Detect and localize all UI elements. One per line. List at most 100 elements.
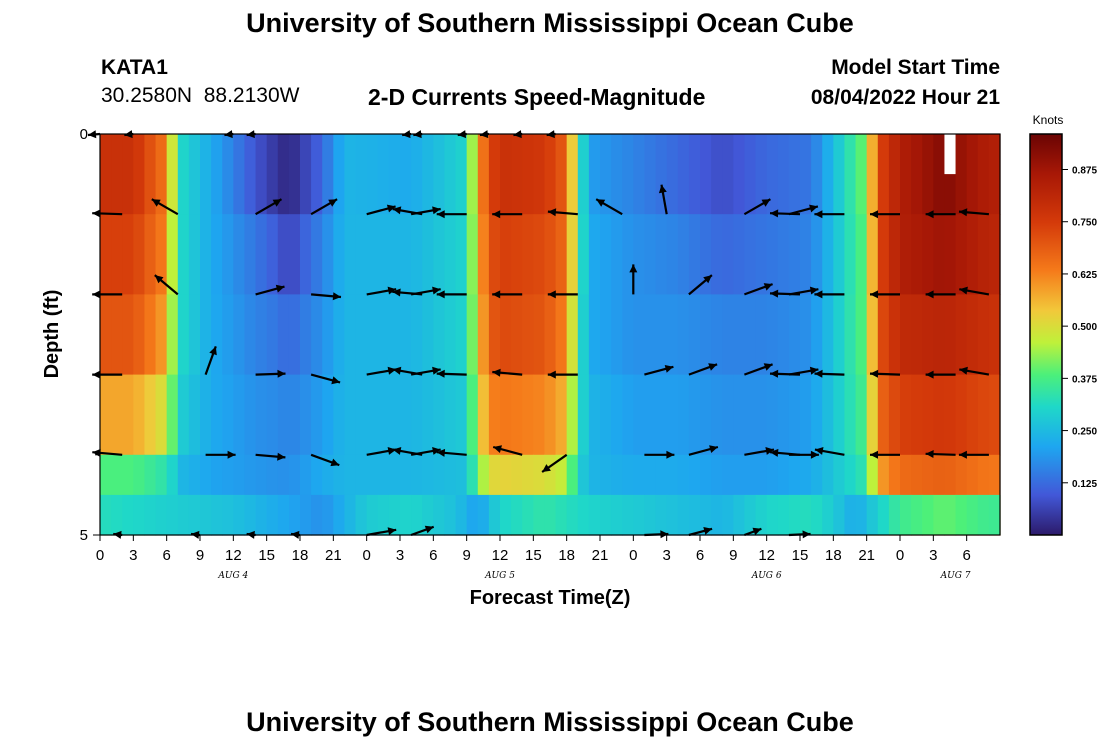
- x-tick-label: 15: [792, 547, 809, 564]
- current-vector: [154, 274, 179, 296]
- heatmap-cell: [511, 374, 523, 456]
- heatmap-cell: [344, 134, 357, 215]
- heatmap-cell: [833, 214, 846, 295]
- x-tick-label: 12: [492, 547, 509, 564]
- current-vector: [392, 366, 423, 376]
- heatmap-cell: [877, 134, 890, 215]
- heatmap-cell: [466, 374, 479, 456]
- heatmap-cell: [277, 214, 290, 295]
- x-tick-label: 18: [558, 547, 575, 564]
- heatmap-cell: [500, 294, 512, 376]
- x-tick-label: 15: [258, 547, 275, 564]
- heatmap-cell: [177, 294, 190, 376]
- heatmap-cell: [922, 134, 934, 215]
- heatmap-cell: [855, 214, 868, 295]
- x-tick-label: 6: [962, 547, 970, 564]
- heatmap-cell: [844, 214, 857, 295]
- heatmap-cell: [855, 134, 868, 215]
- heatmap-cell: [133, 374, 146, 456]
- heatmap-cell: [655, 494, 668, 535]
- heatmap-cell: [188, 494, 201, 535]
- colorbar-tick-label: 0.125: [1072, 479, 1097, 490]
- heatmap-cell: [533, 134, 546, 215]
- heatmap-cell: [877, 294, 890, 376]
- heatmap-cell: [244, 494, 257, 535]
- current-vector: [870, 450, 900, 459]
- heatmap-cell: [666, 294, 679, 376]
- heatmap-cell: [977, 134, 990, 215]
- heatmap-cell: [355, 214, 368, 295]
- heatmap-cell: [388, 134, 401, 215]
- heatmap-cell: [388, 214, 401, 295]
- heatmap-cell: [877, 494, 890, 535]
- heatmap-cell: [322, 134, 334, 215]
- heatmap-cell: [355, 374, 368, 456]
- heatmap-cell: [144, 134, 157, 215]
- heatmap-cell: [188, 214, 201, 295]
- heatmap-cell: [888, 374, 901, 456]
- heatmap-cell: [455, 494, 468, 535]
- heatmap-cell: [222, 134, 234, 215]
- heatmap-cell: [144, 214, 157, 295]
- heatmap-cell: [533, 494, 546, 535]
- current-vector: [547, 370, 578, 379]
- heatmap-cell: [466, 294, 479, 376]
- heatmap-cell: [666, 494, 679, 535]
- heatmap-cell: [655, 294, 668, 376]
- heatmap-cell: [711, 294, 723, 376]
- heatmap-cell: [377, 494, 390, 535]
- current-vector: [205, 450, 236, 459]
- model-start-value: 08/04/2022 Hour 21: [810, 86, 1000, 109]
- heatmap-cell: [722, 374, 734, 456]
- heatmap-cell: [422, 214, 434, 295]
- x-tick-label: 0: [362, 547, 370, 564]
- heatmap-cell: [411, 214, 423, 295]
- heatmap-cell: [111, 134, 123, 215]
- current-vector: [410, 525, 435, 537]
- heatmap-cell: [522, 134, 534, 215]
- current-vector: [870, 290, 900, 299]
- heatmap-cell: [522, 294, 534, 376]
- heatmap-cell: [333, 494, 346, 535]
- heatmap-cell: [166, 294, 179, 376]
- heatmap-cell: [822, 134, 834, 215]
- heatmap-cell: [244, 134, 257, 215]
- heatmap-cell: [411, 374, 423, 456]
- heatmap-cell: [211, 374, 223, 456]
- heatmap-cell: [111, 294, 123, 376]
- heatmap-cell: [633, 134, 646, 215]
- current-vector: [492, 445, 523, 456]
- heatmap-cell: [544, 134, 557, 215]
- heatmap-cell: [544, 374, 557, 456]
- heatmap-cell: [744, 134, 757, 215]
- heatmap-cell: [955, 294, 968, 376]
- heatmap-cell: [866, 294, 879, 376]
- heatmap-cell: [933, 214, 946, 295]
- heatmap-cell: [655, 214, 668, 295]
- heatmap-cell: [677, 214, 690, 295]
- heatmap-cell: [444, 294, 457, 376]
- heatmap-cell: [188, 374, 201, 456]
- current-vector: [925, 210, 956, 219]
- heatmap-cell: [433, 294, 446, 376]
- heatmap-cell: [688, 494, 701, 535]
- heatmap-cell: [122, 374, 134, 456]
- heatmap-cell: [533, 374, 546, 456]
- heatmap-cell: [388, 374, 401, 456]
- heatmap-cell: [333, 134, 346, 215]
- heatmap-cell: [977, 494, 990, 535]
- heatmap-cell: [477, 494, 490, 535]
- heatmap-cell: [411, 134, 423, 215]
- heatmap-cell: [433, 494, 446, 535]
- heatmap-cell: [811, 214, 823, 295]
- heatmap-cell: [822, 214, 834, 295]
- heatmap-cell: [344, 214, 357, 295]
- x-tick-label: 12: [758, 547, 775, 564]
- heatmap-cell: [422, 294, 434, 376]
- heatmap-cell: [544, 494, 557, 535]
- heatmap-cell: [122, 134, 134, 215]
- heatmap-cell: [666, 214, 679, 295]
- heatmap-cell: [322, 494, 334, 535]
- x-tick-label: 0: [629, 547, 637, 564]
- heatmap-cell: [611, 134, 623, 215]
